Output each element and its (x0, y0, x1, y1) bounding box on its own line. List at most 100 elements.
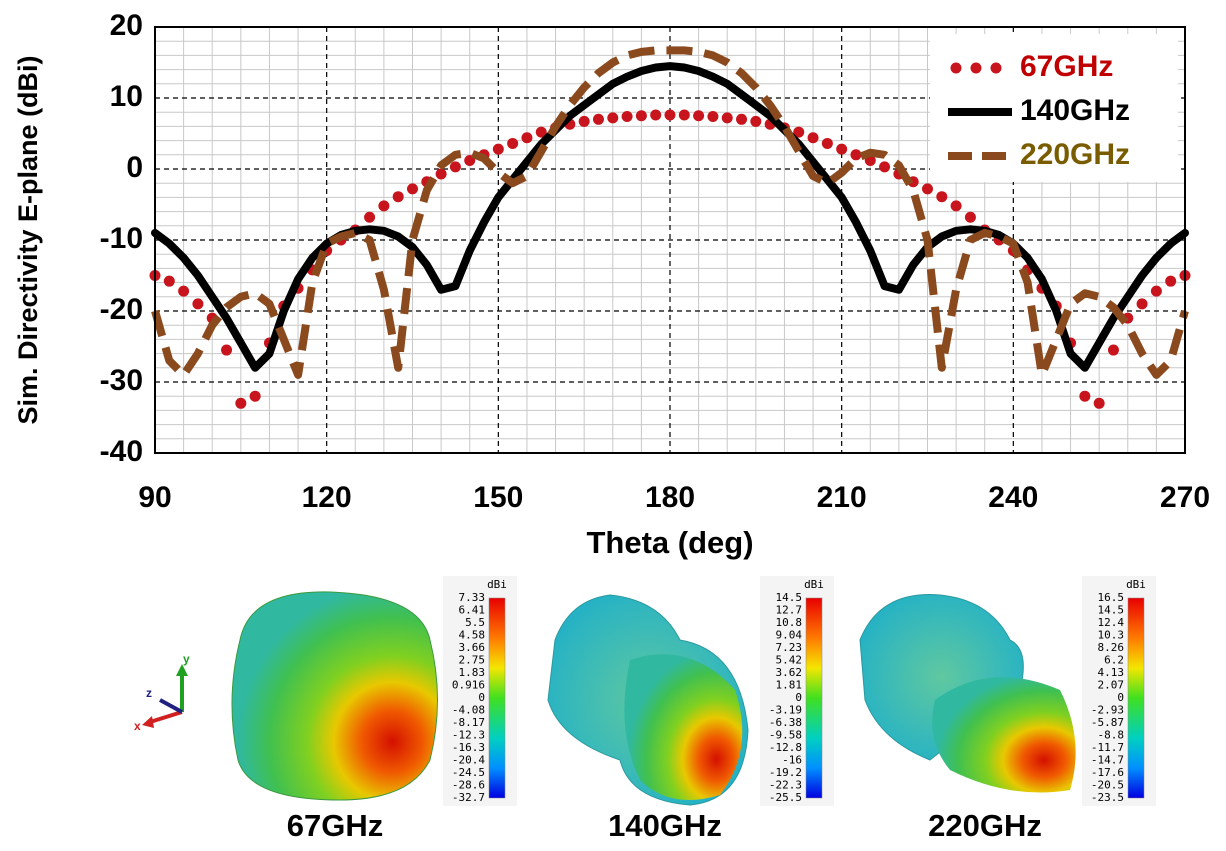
legend-label: 220GHz (1020, 138, 1130, 171)
pattern-caption: 140GHz (608, 808, 722, 843)
data-point (721, 112, 733, 124)
colorbar-label: -8.8 (1098, 729, 1125, 742)
data-point (449, 161, 461, 173)
data-point (1107, 344, 1119, 356)
colorbar-label: -8.17 (452, 716, 485, 729)
colorbar-label: 4.13 (1098, 666, 1125, 679)
colorbar-label: -9.58 (769, 729, 802, 742)
colorbar-label: -3.19 (769, 704, 802, 717)
colorbar-label: 6.41 (459, 604, 486, 617)
colorbar-label: -22.3 (769, 779, 802, 792)
data-point (650, 109, 662, 121)
data-point (750, 115, 762, 127)
data-point (492, 143, 504, 155)
colorbar (805, 597, 823, 799)
data-point (664, 109, 676, 121)
data-point (607, 112, 619, 124)
data-point (736, 113, 748, 125)
colorbar-label: 0.916 (452, 679, 485, 692)
data-point (364, 211, 376, 223)
data-point (1150, 285, 1162, 297)
legend-marker (990, 62, 1002, 74)
triad-x: x (134, 719, 141, 733)
data-point (435, 168, 447, 180)
data-point (535, 126, 547, 138)
data-point (635, 110, 647, 122)
data-point (964, 211, 976, 223)
colorbar-label: 14.5 (1098, 604, 1125, 617)
colorbar-label: -16 (782, 754, 802, 767)
colorbar-label: 7.23 (776, 641, 803, 654)
colorbar-label: 12.7 (776, 604, 803, 617)
y-tick-label: -30 (100, 364, 143, 397)
series-line (151, 46, 1189, 379)
colorbar-label: -24.5 (452, 766, 485, 779)
data-point (807, 132, 819, 144)
data-point (678, 109, 690, 121)
pattern-caption: 220GHz (928, 808, 1042, 843)
colorbar-label: 14.5 (776, 591, 803, 604)
axis-triad: y x z (134, 652, 190, 733)
colorbar-label: -11.7 (1091, 741, 1124, 754)
data-point (936, 191, 948, 203)
pattern-67 (231, 591, 438, 801)
data-point (821, 137, 833, 149)
x-tick-label: 270 (1160, 481, 1210, 514)
triad-y: y (183, 652, 190, 666)
colorbar-label: 5.42 (776, 654, 803, 667)
data-point (221, 344, 233, 356)
colorbar-label: -2.93 (1091, 704, 1124, 717)
data-point (592, 113, 604, 125)
data-point (378, 200, 390, 212)
colorbar-label: -32.7 (452, 791, 485, 804)
colorbar-label: 8.26 (1098, 641, 1125, 654)
colorbar-label: 9.04 (776, 629, 803, 642)
data-point (192, 298, 204, 310)
colorbar-label: -17.6 (1091, 766, 1124, 779)
data-point (1079, 390, 1091, 402)
data-point (521, 132, 533, 144)
colorbar-label: -12.3 (452, 729, 485, 742)
colorbar-label: -12.8 (769, 741, 802, 754)
colorbar-unit: dBi (804, 578, 824, 591)
colorbar-label: -25.5 (769, 791, 802, 804)
data-point (1165, 275, 1177, 287)
y-axis-label: Sim. Directivity E-plane (dBi) (13, 55, 43, 424)
colorbar-label: 3.66 (459, 641, 486, 654)
legend-marker (970, 62, 982, 74)
x-tick-label: 210 (817, 481, 867, 514)
data-point (621, 110, 633, 122)
colorbar-label: 10.8 (776, 616, 803, 629)
data-point (793, 126, 805, 138)
y-tick-label: 20 (110, 9, 143, 42)
plot-frame (154, 26, 1186, 454)
data-point (693, 110, 705, 122)
colorbar-label: -20.5 (1091, 779, 1124, 792)
x-axis-label: Theta (deg) (586, 525, 753, 560)
colorbar (1127, 597, 1145, 799)
y-tick-label: -20 (100, 293, 143, 326)
colorbar-label: 3.62 (776, 666, 803, 679)
data-point (507, 137, 519, 149)
colorbar (488, 597, 506, 799)
colorbar-label: -14.7 (1091, 754, 1124, 767)
legend-marker (950, 62, 962, 74)
x-tick-label: 240 (988, 481, 1038, 514)
data-point (836, 143, 848, 155)
colorbar-label: -19.2 (769, 766, 802, 779)
colorbar-label: 1.83 (459, 666, 486, 679)
colorbar-label: 2.07 (1098, 679, 1125, 692)
legend-label: 140GHz (1020, 94, 1130, 127)
colorbar-label: 0 (795, 691, 802, 704)
x-tick-label: 180 (645, 481, 695, 514)
colorbar-unit: dBi (487, 578, 507, 591)
colorbar-label: 6.2 (1104, 654, 1124, 667)
colorbar-label: -5.87 (1091, 716, 1124, 729)
data-point (392, 191, 404, 203)
colorbar-label: 12.4 (1098, 616, 1125, 629)
colorbar-label: -6.38 (769, 716, 802, 729)
data-point (950, 200, 962, 212)
triad-z: z (146, 686, 152, 700)
data-point (850, 149, 862, 161)
